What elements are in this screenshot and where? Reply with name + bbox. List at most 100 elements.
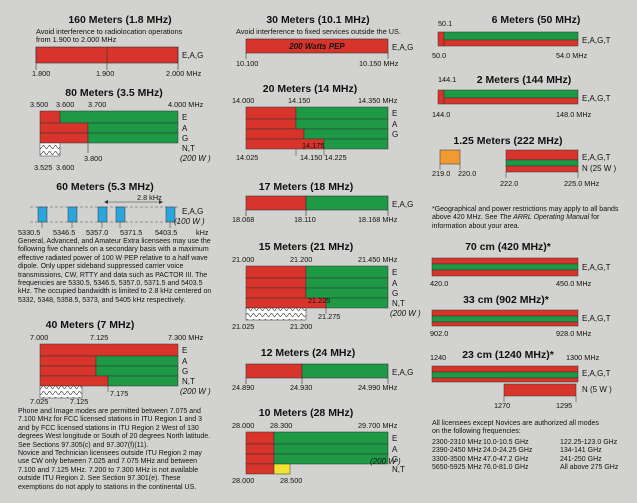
f-20m-5: 14.025 xyxy=(236,153,258,162)
f-160m-3: 2.000 MHz xyxy=(166,69,202,78)
f-15m-6: 21.025 xyxy=(232,322,254,331)
f-15m-4: 21.225 xyxy=(308,296,330,305)
f-80m-2: 3.600 xyxy=(56,100,74,109)
lic-15m-nt: N,T xyxy=(392,299,405,308)
title-20m: 20 Meters (14 MHz) xyxy=(263,83,358,95)
f-125m-2: 220.0 xyxy=(458,169,476,178)
f-33cm-1: 902.0 xyxy=(430,329,448,338)
f-60m-1: 5330.5 xyxy=(18,228,40,237)
lic-160m: E,A,G xyxy=(182,51,203,60)
f-80m-3: 3.700 xyxy=(88,100,106,109)
text-geo-3: for information about your area. xyxy=(432,214,600,230)
text-60m-notes: General, Advanced, and Amateur Extra lic… xyxy=(18,238,212,304)
f-15m-7: 21.200 xyxy=(290,322,312,331)
f-12m-2: 24.930 xyxy=(290,383,312,392)
lic-23cm-eagt: E,A,G,T xyxy=(582,369,611,378)
f-15m-3: 21.450 MHz xyxy=(358,255,398,264)
f-20m-2: 14.150 xyxy=(288,96,310,105)
lic-80m-e: E xyxy=(182,113,187,122)
lic-125m-eagt: E,A,G,T xyxy=(582,153,611,162)
f-70cm-2: 450.0 MHz xyxy=(556,279,592,288)
pwr-10m: (200 W ) xyxy=(370,457,401,466)
lic-6m: E,A,G,T xyxy=(582,36,611,45)
f-17m-2: 18.110 xyxy=(294,215,316,224)
note-30m: Avoid interference to fixed services out… xyxy=(236,27,401,36)
f-40m-5: 7.025 xyxy=(30,397,48,406)
lic-10m-g: G xyxy=(392,455,398,464)
lic-40m-a: A xyxy=(182,357,188,366)
title-80m: 80 Meters (3.5 MHz) xyxy=(65,87,162,99)
f-125m-3: 222.0 xyxy=(500,179,518,188)
f-70cm-1: 420.0 xyxy=(430,279,448,288)
f-160m-1: 1.800 xyxy=(32,69,50,78)
title-17m: 17 Meters (18 MHz) xyxy=(259,181,354,193)
lic-2m: E,A,G,T xyxy=(582,94,611,103)
f-6m-1: 50.0 xyxy=(432,51,446,60)
note-160m-1: Avoid interference to radiolocation oper… xyxy=(36,27,183,36)
f-40m-1: 7.000 xyxy=(30,333,48,342)
lic-12m: E,A,G xyxy=(392,368,413,377)
note-160m-2: from 1.900 to 2.000 MHz xyxy=(36,35,117,44)
f-6m-2: 54.0 MHz xyxy=(556,51,588,60)
f-80m-1: 3.500 xyxy=(30,100,48,109)
title-10m: 10 Meters (28 MHz) xyxy=(259,407,354,419)
pwr-40m: (200 W ) xyxy=(180,387,211,396)
lic-15m-g: G xyxy=(392,289,398,298)
title-60m: 60 Meters (5.3 MHz) xyxy=(56,181,153,193)
f-20m-6: 14.150 14.225 xyxy=(300,153,347,162)
text-microwave-col3: 122.25-123.0 GHz 134-141 GHz 241-250 GHz… xyxy=(560,439,619,472)
lic-80m-a: A xyxy=(182,124,188,133)
text-phone-notes: Phone and Image modes are permitted betw… xyxy=(18,408,211,491)
text-novice-note: All licensees except Novices are authori… xyxy=(432,420,599,436)
lic-23cm-n: N (5 W ) xyxy=(582,385,612,394)
f-160m-2: 1.900 xyxy=(96,69,114,78)
f-10m-4: 28.000 xyxy=(232,476,254,485)
ch-60m-5 xyxy=(165,206,176,223)
title-15m: 15 Meters (21 MHz) xyxy=(259,241,354,253)
lic-30m: E,A,G xyxy=(392,43,413,52)
text-microwave-col1: 2300-2310 MHz 2390-2450 MHz 3300-3500 MH… xyxy=(432,439,482,472)
title-12m: 12 Meters (24 MHz) xyxy=(261,347,356,359)
title-6m: 6 Meters (50 MHz) xyxy=(492,14,581,26)
lic-40m-e: E xyxy=(182,346,187,355)
lic-10m-nt: N,T xyxy=(392,465,405,474)
lic-17m: E,A,G xyxy=(392,200,413,209)
f-80m-6: 3.525 xyxy=(34,163,52,172)
f-80m-4: 4.000 MHz xyxy=(168,100,204,109)
f-40m-4: 7.175 xyxy=(110,389,128,398)
title-33cm: 33 cm (902 MHz)* xyxy=(463,294,550,306)
f-40m-2: 7.125 xyxy=(90,333,108,342)
f-30m-1: 10.100 xyxy=(236,59,258,68)
lic-20m-g: G xyxy=(392,130,398,139)
ch-60m-4 xyxy=(115,206,126,223)
lic-15m-e: E xyxy=(392,268,397,277)
f-23cm-4: 1295 xyxy=(556,401,572,410)
pep-30m: 200 Watts PEP xyxy=(288,42,345,51)
f-17m-3: 18.168 MHz xyxy=(358,215,398,224)
unit-60m: kHz xyxy=(196,228,209,237)
lic-80m-g: G xyxy=(182,134,188,143)
lic-20m-a: A xyxy=(392,120,398,129)
lic-80m-nt: N,T xyxy=(182,144,195,153)
pwr-80m: (200 W ) xyxy=(180,154,211,163)
lic-40m-nt: N,T xyxy=(182,377,195,386)
f-12m-1: 24.890 xyxy=(232,383,254,392)
f-2m-3: 144.1 xyxy=(438,75,456,84)
f-80m-5: 3.800 xyxy=(84,154,102,163)
f-20m-4: 14.175 xyxy=(302,141,324,150)
text-geo-note: *Geographical and power restrictions may… xyxy=(432,206,618,231)
f-10m-2: 28.300 xyxy=(270,421,292,430)
f-23cm-2: 1300 MHz xyxy=(566,353,600,362)
f-40m-3: 7.300 MHz xyxy=(168,333,204,342)
f-15m-5: 21.275 xyxy=(318,312,340,321)
f-10m-5: 28.500 xyxy=(280,476,302,485)
bar-30m xyxy=(245,38,389,54)
title-23cm: 23 cm (1240 MHz)* xyxy=(462,349,555,361)
f-2m-2: 148.0 MHz xyxy=(556,110,592,119)
ch-60m-1 xyxy=(37,206,48,223)
title-70cm: 70 cm (420 MHz)* xyxy=(465,241,552,253)
f-10m-1: 28.000 xyxy=(232,421,254,430)
lic-60m: E,A,G xyxy=(182,207,203,216)
